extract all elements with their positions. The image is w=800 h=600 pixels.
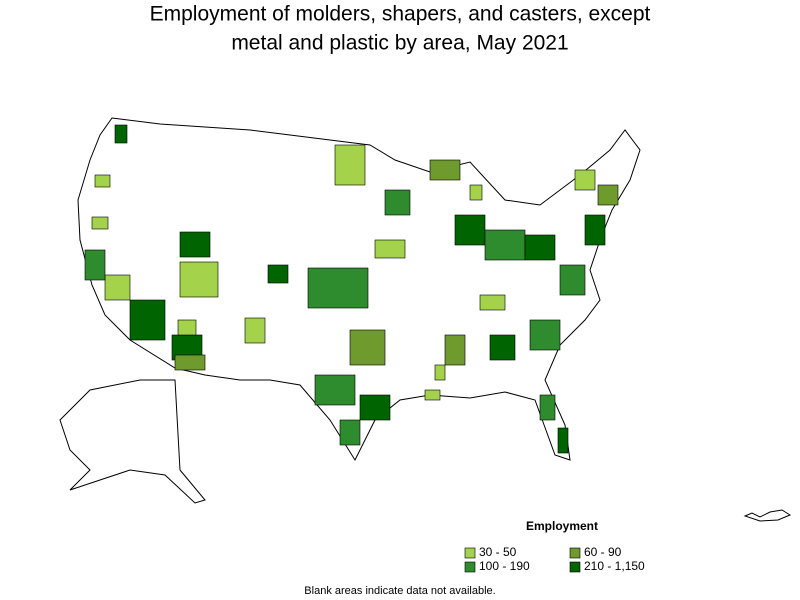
area bbox=[469, 184, 483, 201]
area bbox=[177, 319, 197, 336]
area bbox=[334, 144, 366, 186]
area bbox=[179, 231, 211, 258]
area bbox=[91, 216, 109, 230]
area bbox=[384, 189, 411, 216]
area bbox=[489, 334, 516, 361]
area bbox=[429, 159, 461, 181]
area bbox=[479, 294, 506, 311]
area bbox=[529, 319, 561, 351]
footnote: Blank areas indicate data not available. bbox=[304, 585, 495, 597]
legend-swatch bbox=[464, 547, 476, 559]
area bbox=[434, 364, 446, 381]
alaska-outline bbox=[59, 379, 206, 504]
area bbox=[104, 274, 131, 301]
area bbox=[424, 389, 441, 401]
area bbox=[267, 264, 289, 284]
legend: Employment 30 - 50 60 - 90 100 - 190 210 - … bbox=[464, 519, 645, 573]
area bbox=[114, 124, 128, 144]
area bbox=[94, 174, 111, 188]
area bbox=[349, 329, 386, 366]
area bbox=[174, 354, 206, 371]
legend-swatch bbox=[569, 547, 581, 559]
area bbox=[374, 239, 406, 259]
legend-label: 60 - 90 bbox=[584, 545, 622, 559]
area bbox=[84, 249, 106, 281]
legend-label: 100 - 190 bbox=[479, 559, 530, 573]
area bbox=[484, 229, 526, 261]
hawaii-outline bbox=[743, 509, 792, 522]
area bbox=[179, 261, 219, 298]
legend-swatch bbox=[569, 561, 581, 573]
area bbox=[597, 184, 619, 206]
area bbox=[444, 334, 466, 366]
area bbox=[307, 267, 369, 309]
shaded-areas bbox=[84, 124, 619, 454]
area bbox=[244, 317, 266, 344]
area bbox=[584, 214, 606, 246]
title-line: metal and plastic by area, May 2021 bbox=[231, 32, 568, 55]
legend-items: 30 - 50 60 - 90 100 - 190 210 - 1,150 bbox=[464, 545, 645, 573]
area bbox=[559, 264, 586, 296]
area bbox=[557, 427, 569, 454]
legend-title: Employment bbox=[526, 519, 598, 533]
map bbox=[59, 117, 792, 522]
area bbox=[539, 394, 556, 421]
legend-label: 210 - 1,150 bbox=[584, 559, 645, 573]
area bbox=[314, 374, 356, 406]
title-line: Employment of molders, shapers, and cast… bbox=[150, 3, 651, 26]
area bbox=[129, 299, 166, 341]
area bbox=[339, 419, 361, 446]
area bbox=[524, 234, 556, 261]
legend-label: 30 - 50 bbox=[479, 545, 517, 559]
legend-swatch bbox=[464, 561, 476, 573]
area bbox=[454, 214, 486, 246]
area bbox=[574, 169, 596, 191]
area bbox=[359, 394, 391, 421]
